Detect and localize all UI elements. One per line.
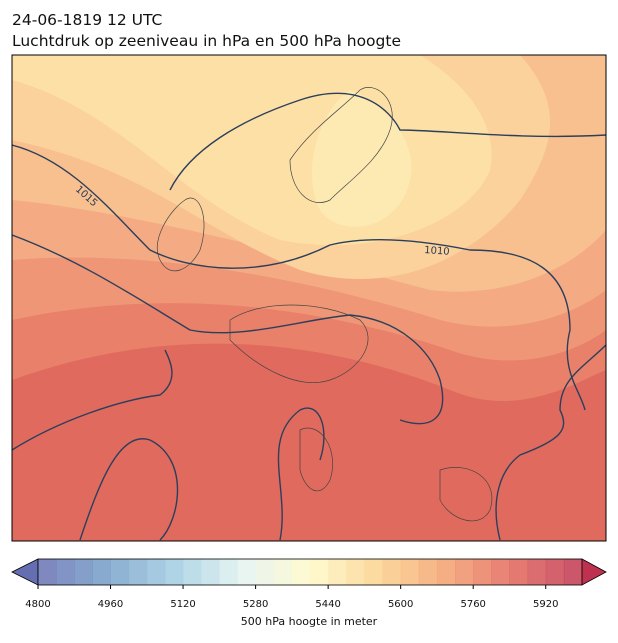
- colorbar-extend: [581, 558, 607, 586]
- colorbar-tick-label: 5920: [533, 599, 558, 610]
- colorbar-swatch: [201, 559, 220, 585]
- colorbar-tick-label: 4800: [25, 599, 50, 610]
- map: 1015 1010: [12, 55, 606, 541]
- colorbar-swatch: [382, 559, 402, 585]
- isobar: [495, 344, 606, 541]
- colorbar-swatch: [400, 559, 420, 585]
- colorbar-swatch: [291, 559, 311, 585]
- colorbar-tick-label: 5760: [460, 599, 485, 610]
- colorbar-swatch: [273, 559, 293, 585]
- colorbar-swatch: [509, 559, 529, 585]
- colorbar-swatch: [436, 559, 456, 585]
- isobar: [169, 92, 606, 191]
- band: [311, 90, 412, 227]
- colorbar-swatch: [110, 559, 130, 585]
- colorbar-swatch: [310, 559, 329, 585]
- colorbar-swatch: [74, 559, 93, 585]
- colorbar-swatch: [92, 559, 112, 585]
- contour-label: 1010: [424, 245, 450, 258]
- colorbar-swatch: [328, 559, 347, 585]
- colorbar-swatch: [346, 559, 365, 585]
- colorbar-extend: [11, 558, 39, 586]
- colorbar-swatch: [183, 559, 202, 585]
- colorbar-swatch: [56, 559, 75, 585]
- isobar: [12, 144, 586, 411]
- colorbar-tick-label: 4960: [98, 599, 123, 610]
- colorbar-tick-label: 5280: [243, 599, 268, 610]
- isobar: [12, 349, 325, 541]
- colorbar-tick-label: 5120: [170, 599, 195, 610]
- title-description: Luchtdruk op zeeniveau in hPa en 500 hPa…: [12, 32, 401, 50]
- colorbar-swatch: [418, 559, 438, 585]
- colorbar-swatch: [128, 559, 148, 585]
- title-date: 24-06-1819 12 UTC: [12, 11, 162, 29]
- colorbar-swatch: [146, 559, 166, 585]
- colorbar-label: 500 hPa hoogte in meter: [241, 615, 378, 628]
- colorbar-swatch: [527, 559, 547, 585]
- colorbar-swatch: [38, 559, 57, 585]
- coastline: [157, 87, 493, 522]
- colorbar-swatch: [563, 559, 583, 585]
- isobar: [12, 234, 444, 425]
- colorbar-swatch: [364, 559, 384, 585]
- colorbar-swatch: [473, 559, 492, 585]
- colorbar-swatch: [491, 559, 510, 585]
- colorbar-tick-label: 5440: [315, 599, 340, 610]
- map-frame: [11, 54, 607, 542]
- colorbar-swatch: [237, 559, 257, 585]
- colorbar-frame: [37, 558, 583, 586]
- colorbar-tick-label: 5600: [388, 599, 413, 610]
- colorbar: 4800 4960 5120 5280 5440 5600 5760 5920: [11, 558, 607, 610]
- colorbar-swatch: [545, 559, 565, 585]
- colorbar-swatch: [164, 559, 184, 585]
- colorbar-swatch: [255, 559, 275, 585]
- colorbar-swatch: [455, 559, 474, 585]
- colorbar-swatch: [219, 559, 238, 585]
